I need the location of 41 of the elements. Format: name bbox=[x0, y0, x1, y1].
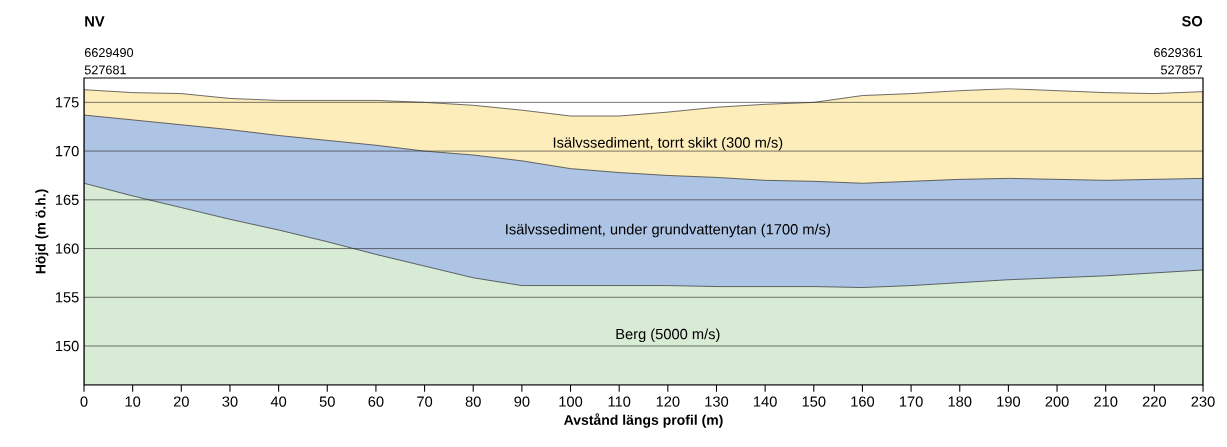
x-tick-label: 150 bbox=[802, 396, 826, 407]
x-tick-label: 80 bbox=[465, 396, 481, 407]
y-tick-label: 165 bbox=[55, 194, 79, 206]
x-tick-label: 170 bbox=[899, 396, 923, 407]
x-tick-label: 90 bbox=[514, 396, 530, 407]
text: 6629361 bbox=[1154, 48, 1203, 58]
x-tick-label: 120 bbox=[656, 396, 680, 407]
x-tick-label: 210 bbox=[1094, 396, 1118, 407]
x-axis-title: Avstånd längs profil (m) bbox=[564, 413, 723, 428]
text: SO bbox=[1181, 16, 1203, 27]
x-tick-label: 60 bbox=[368, 396, 384, 407]
y-tick-label: 160 bbox=[55, 243, 79, 254]
text: 6629490 bbox=[84, 48, 134, 58]
text: NV bbox=[85, 16, 105, 27]
x-tick-label: 10 bbox=[125, 396, 141, 407]
series-label: Berg (5000 m/s) bbox=[616, 328, 720, 343]
x-tick-label: 0 bbox=[80, 396, 88, 407]
y-tick-label: 170 bbox=[55, 145, 79, 157]
series-label: Isälvssediment, under grundvattenytan (1700 m/s) bbox=[506, 223, 830, 238]
x-tick-label: 100 bbox=[559, 396, 583, 407]
series-label: Isälvssediment, torrt skikt (300 m/s) bbox=[553, 136, 783, 151]
x-tick-label: 140 bbox=[754, 396, 777, 407]
x-tick-label: 20 bbox=[173, 396, 189, 407]
x-tick-label: 40 bbox=[270, 396, 287, 407]
x-tick-label: 50 bbox=[319, 396, 335, 407]
x-tick-label: 230 bbox=[1191, 396, 1215, 407]
text: 527857 bbox=[1160, 65, 1203, 75]
x-tick-label: 190 bbox=[997, 396, 1021, 407]
x-tick-label: 220 bbox=[1142, 396, 1166, 407]
x-tick-label: 180 bbox=[948, 396, 972, 407]
x-tick-label: 200 bbox=[1045, 396, 1069, 407]
y-tick-label: 150 bbox=[55, 340, 79, 352]
x-tick-label: 110 bbox=[608, 396, 631, 407]
y-axis-title: Höjd (m ö.h.) bbox=[35, 189, 49, 274]
x-tick-label: 70 bbox=[417, 396, 433, 407]
x-tick-label: 130 bbox=[705, 396, 729, 407]
y-tick-label: 175 bbox=[55, 97, 79, 108]
y-tick-label: 155 bbox=[55, 292, 79, 303]
x-tick-label: 30 bbox=[222, 396, 238, 407]
x-tick-label: 160 bbox=[851, 396, 875, 407]
text: 527681 bbox=[84, 65, 126, 75]
